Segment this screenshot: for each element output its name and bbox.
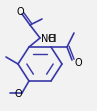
Text: O: O xyxy=(14,89,22,99)
Text: O: O xyxy=(74,58,82,68)
Text: Cl: Cl xyxy=(48,34,58,44)
Text: NH: NH xyxy=(41,34,56,44)
Text: O: O xyxy=(16,7,24,17)
